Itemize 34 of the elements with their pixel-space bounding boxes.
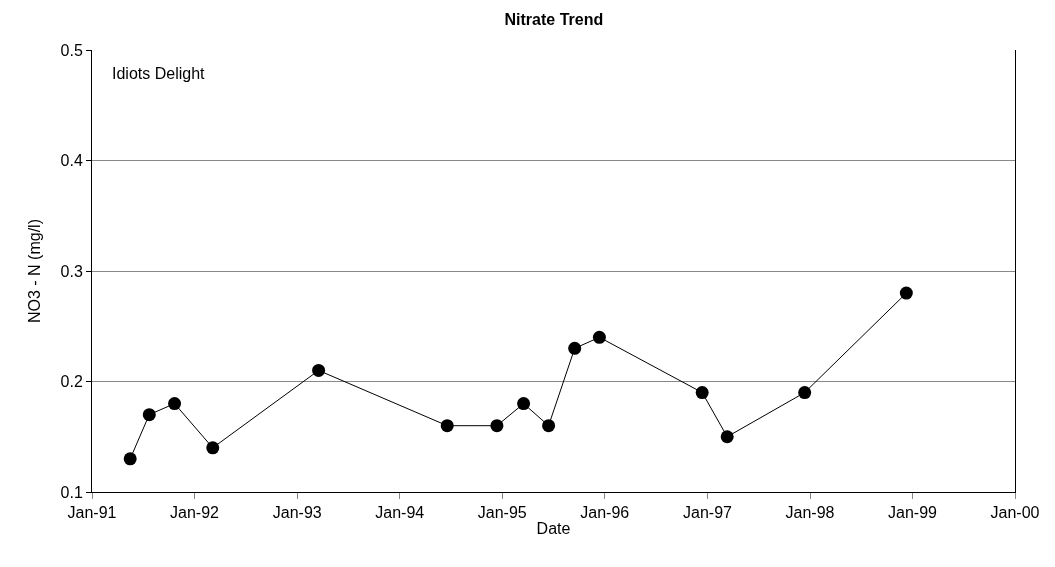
point <box>568 341 582 355</box>
point <box>720 430 734 444</box>
x-tick-label: Jan-95 <box>477 504 527 522</box>
point <box>542 419 556 433</box>
point <box>142 408 156 422</box>
point <box>899 286 913 300</box>
x-tick-label: Jan-91 <box>67 504 117 522</box>
point <box>490 419 504 433</box>
y-tick-label: 0.5 <box>60 41 83 59</box>
chart-title: Nitrate Trend <box>504 11 604 29</box>
annotation: Idiots Delight <box>112 65 206 82</box>
x-tick-label: Jan-99 <box>888 504 938 522</box>
y-tick-label: 0.4 <box>60 152 83 170</box>
point <box>440 419 454 433</box>
point <box>592 330 606 344</box>
point <box>695 386 709 400</box>
y-tick-label: 0.1 <box>60 483 83 501</box>
y-tick-label: 0.3 <box>60 262 83 280</box>
point <box>123 452 137 466</box>
x-axis-title: Date <box>536 519 571 537</box>
y-tick-label: 0.2 <box>60 373 83 391</box>
x-tick-label: Jan-98 <box>785 504 835 522</box>
x-tick-label: Jan-00 <box>990 504 1040 522</box>
point <box>168 397 182 411</box>
point <box>517 397 531 411</box>
point <box>312 363 326 377</box>
x-tick-label: Jan-96 <box>580 504 630 522</box>
y-axis-title: NO3 - N (mg/l) <box>26 219 44 323</box>
x-tick-label: Jan-92 <box>170 504 220 522</box>
x-tick-label: Jan-93 <box>272 504 322 522</box>
x-tick-label: Jan-94 <box>375 504 425 522</box>
point <box>798 386 812 400</box>
x-tick-label: Jan-97 <box>683 504 733 522</box>
point <box>206 441 220 455</box>
